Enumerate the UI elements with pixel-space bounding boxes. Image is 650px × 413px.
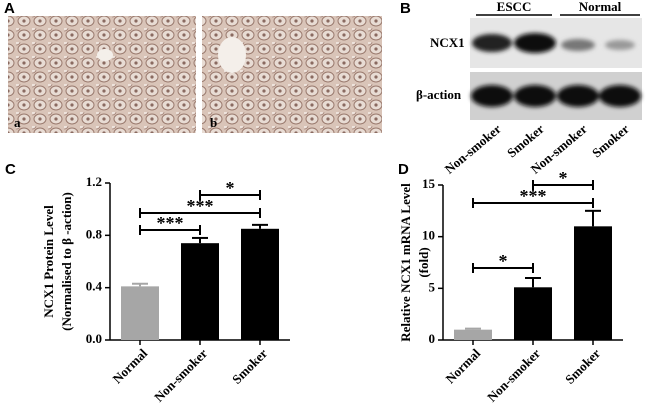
bar <box>121 286 159 340</box>
sig-label: *** <box>187 196 214 216</box>
lumen <box>97 49 113 61</box>
sig-label: * <box>499 251 508 271</box>
x-tick-label: Non-smoker <box>484 345 543 404</box>
row-label: NCX1 <box>430 35 465 50</box>
y-axis-title: Relative NCX1 mRNA Level <box>398 183 413 342</box>
panel-label: C <box>5 161 16 178</box>
panel-label: B <box>400 0 411 17</box>
bar <box>574 226 612 340</box>
bar <box>514 287 552 340</box>
y-axis-title: NCX1 Protein Level <box>41 205 56 318</box>
y-tick-label: 5 <box>429 279 436 294</box>
bar <box>454 329 492 340</box>
y-tick-label: 1.2 <box>86 174 102 189</box>
bar <box>181 243 219 340</box>
panel-label: D <box>398 161 409 178</box>
micrograph <box>202 16 382 133</box>
lane-label: Non-smoker <box>442 121 504 177</box>
y-axis-title: (Normalised to β -action) <box>59 192 74 331</box>
sig-label: *** <box>157 213 184 233</box>
sig-label: *** <box>520 186 547 206</box>
y-tick-label: 15 <box>422 176 436 191</box>
group-label: Normal <box>579 0 622 14</box>
micrograph <box>8 16 196 133</box>
charts: C NCX1 Protein Level (Normalised to β -act… <box>5 161 623 405</box>
x-tick-label: Normal <box>442 345 483 386</box>
y-tick-label: 0.4 <box>86 279 103 294</box>
bands <box>471 33 641 107</box>
lumen <box>218 37 246 73</box>
y-tick-label: 0.0 <box>86 331 102 346</box>
y-axis-title: (fold) <box>416 247 431 277</box>
y-tick-label: 0.8 <box>86 226 103 241</box>
lane-label: Smoker <box>589 121 632 160</box>
sig-label: * <box>559 168 568 188</box>
x-tick-label: Normal <box>109 345 150 386</box>
y-tick-label: 0 <box>429 331 436 346</box>
x-tick-label: Non-smoker <box>151 345 210 404</box>
group-label: ESCC <box>497 0 532 14</box>
panel-label: A <box>4 0 15 17</box>
sig-label: * <box>226 178 235 198</box>
x-tick-label: Smoker <box>229 345 270 386</box>
x-tick-label: Smoker <box>562 345 603 386</box>
image-label: b <box>210 115 217 130</box>
row-label: β-action <box>416 87 462 102</box>
image-label: a <box>14 115 21 130</box>
y-tick-label: 10 <box>422 228 435 243</box>
bar <box>241 228 279 340</box>
